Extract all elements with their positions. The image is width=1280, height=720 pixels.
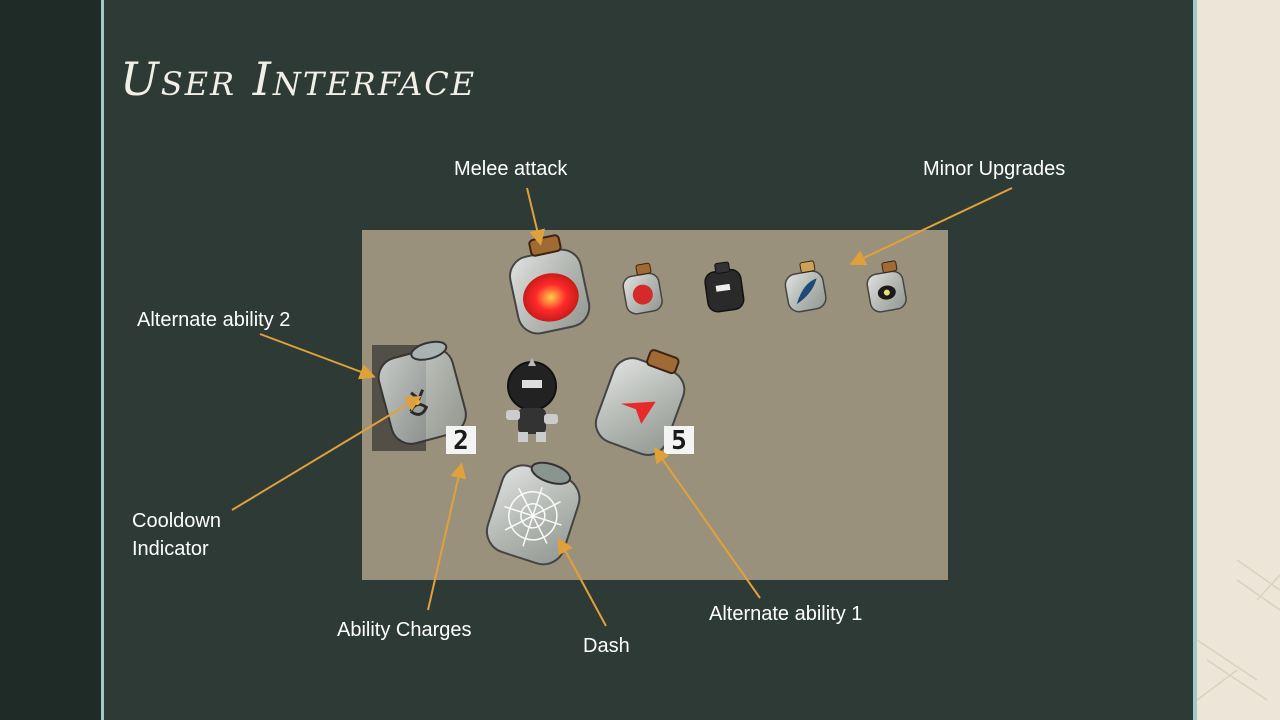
minor-upgrade-feather-jar-icon (784, 260, 827, 313)
right-accent-line (1193, 0, 1197, 720)
svg-text:5: 5 (671, 426, 687, 456)
game-hud-panel: 2 5 (362, 230, 948, 580)
label-alternate-ability-1: Alternate ability 1 (709, 603, 863, 625)
alternate-ability-1-jar-icon (594, 349, 686, 456)
svg-text:2: 2 (453, 426, 469, 456)
decorative-pattern-icon (1197, 559, 1280, 701)
label-melee-attack: Melee attack (454, 158, 568, 180)
label-cooldown-indicator: Cooldown Indicator (132, 510, 221, 560)
slide-title: User Interface (120, 52, 477, 106)
arrow-alternate-ability-2 (259, 333, 376, 380)
left-decor-band (0, 0, 101, 720)
melee-potion-jar-icon (509, 234, 591, 335)
left-accent-line (101, 0, 104, 720)
minor-upgrade-eye-jar-icon (866, 260, 907, 313)
minor-upgrade-red-jar-icon (622, 262, 663, 315)
minor-upgrade-black-jar-icon (704, 261, 745, 313)
right-decor-panel (1197, 0, 1280, 720)
dash-web-jar-icon (485, 461, 581, 566)
label-dash: Dash (583, 635, 630, 657)
ability-1-charges-counter: 5 (664, 426, 694, 456)
label-ability-charges: Ability Charges (337, 619, 472, 641)
player-character-icon (506, 358, 558, 442)
label-alternate-ability-2: Alternate ability 2 (137, 309, 291, 331)
ability-2-charges-counter: 2 (446, 426, 476, 456)
hud-artwork: 2 5 (372, 234, 907, 566)
label-minor-upgrades: Minor Upgrades (923, 158, 1066, 180)
